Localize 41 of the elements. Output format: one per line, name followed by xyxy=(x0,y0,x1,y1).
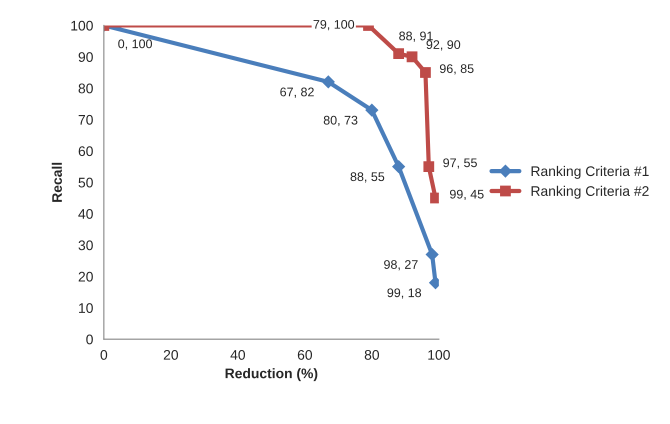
y-tick-label: 10 xyxy=(79,303,93,313)
y-tick-label: 20 xyxy=(78,272,93,282)
y-tick-label: 70 xyxy=(78,114,93,125)
data-label: 67, 82 xyxy=(280,88,314,98)
data-label: 0, 100 xyxy=(118,39,152,50)
x-tick-label: 20 xyxy=(164,350,178,360)
y-tick-label: 100 xyxy=(71,20,93,31)
point xyxy=(406,51,418,62)
y-tick-label: 90 xyxy=(78,52,93,62)
point xyxy=(393,48,404,60)
data-label: 96, 85 xyxy=(440,64,474,75)
point xyxy=(426,248,439,261)
x-tick-label: 40 xyxy=(230,350,246,360)
x-tick-label: 0 xyxy=(100,350,108,360)
x-tick-label: 100 xyxy=(428,350,450,360)
y-tick-label: 40 xyxy=(78,209,93,219)
data-label: 88, 55 xyxy=(350,172,384,183)
x-tick-label: 80 xyxy=(364,350,380,360)
data-label: 80, 73 xyxy=(324,116,358,126)
y-tick-label: 60 xyxy=(78,146,93,156)
x-tick-label: 60 xyxy=(298,350,312,360)
data-label: 92, 90 xyxy=(426,40,460,51)
data-label: 99, 45 xyxy=(450,190,484,200)
y-tick-label: 0 xyxy=(86,334,93,344)
legend-label: Ranking Criteria #2 xyxy=(532,186,649,199)
data-label: 79, 100 xyxy=(314,20,354,30)
data-label: 98, 27 xyxy=(384,260,418,270)
y-tick-label: 50 xyxy=(78,178,93,188)
point xyxy=(322,76,335,88)
y-tick-label: 80 xyxy=(78,84,93,94)
point xyxy=(392,160,406,174)
legend-label: Ranking Criteria #1 xyxy=(532,166,649,179)
y-tick-label: 30 xyxy=(78,240,93,250)
y-axis-title: Recall xyxy=(52,162,62,202)
point xyxy=(420,67,431,78)
point xyxy=(365,104,378,117)
point xyxy=(423,161,434,172)
data-label: 88, 91 xyxy=(399,32,433,42)
x-axis-title: Reduction (%) xyxy=(226,368,318,382)
data-label: 99, 18 xyxy=(387,288,422,299)
data-label: 97, 55 xyxy=(443,158,477,169)
